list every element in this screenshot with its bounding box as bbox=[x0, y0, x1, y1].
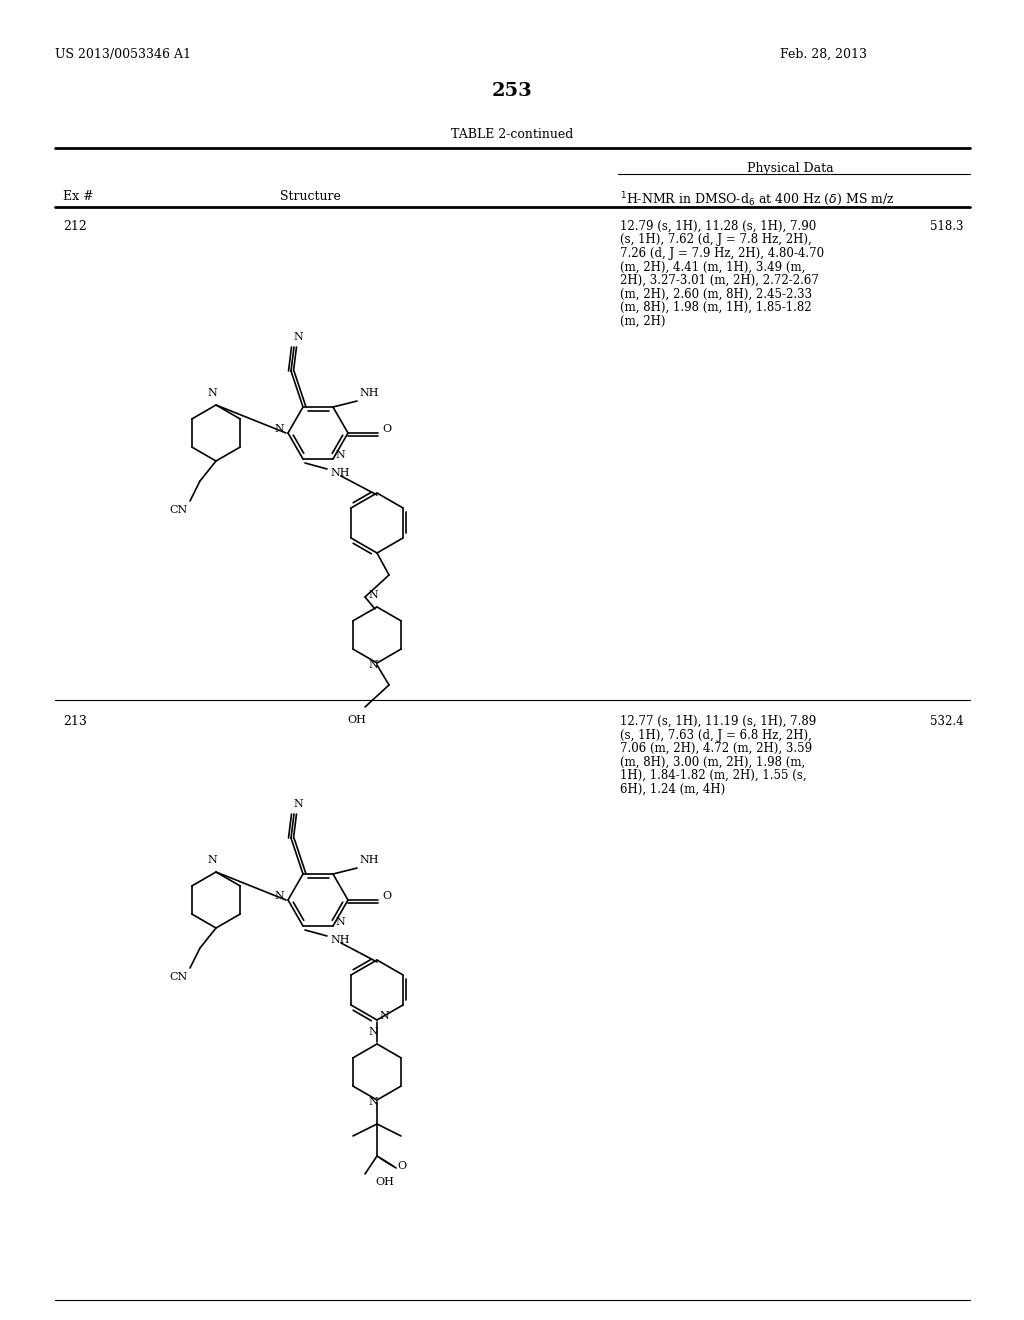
Text: 213: 213 bbox=[63, 715, 87, 729]
Text: N: N bbox=[335, 450, 345, 459]
Text: N: N bbox=[368, 590, 378, 601]
Text: NH: NH bbox=[330, 935, 349, 945]
Text: (m, 2H), 2.60 (m, 8H), 2.45-2.33: (m, 2H), 2.60 (m, 8H), 2.45-2.33 bbox=[620, 288, 812, 301]
Text: N: N bbox=[207, 855, 217, 865]
Text: NH: NH bbox=[359, 388, 379, 399]
Text: Physical Data: Physical Data bbox=[746, 162, 834, 176]
Text: O: O bbox=[382, 424, 391, 434]
Text: Structure: Structure bbox=[280, 190, 340, 203]
Text: 253: 253 bbox=[492, 82, 532, 100]
Text: N: N bbox=[368, 1097, 378, 1107]
Text: O: O bbox=[382, 891, 391, 902]
Text: N: N bbox=[368, 1027, 378, 1038]
Text: N: N bbox=[207, 388, 217, 399]
Text: 7.26 (d, J = 7.9 Hz, 2H), 4.80-4.70: 7.26 (d, J = 7.9 Hz, 2H), 4.80-4.70 bbox=[620, 247, 824, 260]
Text: 12.77 (s, 1H), 11.19 (s, 1H), 7.89: 12.77 (s, 1H), 11.19 (s, 1H), 7.89 bbox=[620, 715, 816, 729]
Text: CN: CN bbox=[169, 506, 187, 515]
Text: N: N bbox=[368, 660, 378, 671]
Text: Ex #: Ex # bbox=[63, 190, 93, 203]
Text: 1H), 1.84-1.82 (m, 2H), 1.55 (s,: 1H), 1.84-1.82 (m, 2H), 1.55 (s, bbox=[620, 770, 807, 781]
Text: (s, 1H), 7.63 (d, J = 6.8 Hz, 2H),: (s, 1H), 7.63 (d, J = 6.8 Hz, 2H), bbox=[620, 729, 812, 742]
Text: 2H), 3.27-3.01 (m, 2H), 2.72-2.67: 2H), 3.27-3.01 (m, 2H), 2.72-2.67 bbox=[620, 275, 819, 286]
Text: N: N bbox=[379, 1011, 389, 1020]
Text: $^1$H-NMR in DMSO-d$_6$ at 400 Hz ($\delta$) MS m/z: $^1$H-NMR in DMSO-d$_6$ at 400 Hz ($\del… bbox=[620, 190, 895, 207]
Text: (m, 2H), 4.41 (m, 1H), 3.49 (m,: (m, 2H), 4.41 (m, 1H), 3.49 (m, bbox=[620, 260, 805, 273]
Text: (s, 1H), 7.62 (d, J = 7.8 Hz, 2H),: (s, 1H), 7.62 (d, J = 7.8 Hz, 2H), bbox=[620, 234, 812, 247]
Text: N: N bbox=[293, 799, 303, 809]
Text: (m, 8H), 1.98 (m, 1H), 1.85-1.82: (m, 8H), 1.98 (m, 1H), 1.85-1.82 bbox=[620, 301, 812, 314]
Text: OH: OH bbox=[375, 1177, 394, 1187]
Text: N: N bbox=[274, 424, 284, 434]
Text: US 2013/0053346 A1: US 2013/0053346 A1 bbox=[55, 48, 191, 61]
Text: 7.06 (m, 2H), 4.72 (m, 2H), 3.59: 7.06 (m, 2H), 4.72 (m, 2H), 3.59 bbox=[620, 742, 812, 755]
Text: Feb. 28, 2013: Feb. 28, 2013 bbox=[780, 48, 867, 61]
Text: (m, 8H), 3.00 (m, 2H), 1.98 (m,: (m, 8H), 3.00 (m, 2H), 1.98 (m, bbox=[620, 755, 805, 768]
Text: N: N bbox=[335, 917, 345, 927]
Text: NH: NH bbox=[330, 469, 349, 478]
Text: 532.4: 532.4 bbox=[930, 715, 964, 729]
Text: NH: NH bbox=[359, 855, 379, 865]
Text: OH: OH bbox=[347, 715, 367, 725]
Text: 6H), 1.24 (m, 4H): 6H), 1.24 (m, 4H) bbox=[620, 783, 725, 796]
Text: O: O bbox=[397, 1162, 407, 1171]
Text: N: N bbox=[293, 333, 303, 342]
Text: 12.79 (s, 1H), 11.28 (s, 1H), 7.90: 12.79 (s, 1H), 11.28 (s, 1H), 7.90 bbox=[620, 220, 816, 234]
Text: N: N bbox=[274, 891, 284, 902]
Text: (m, 2H): (m, 2H) bbox=[620, 314, 666, 327]
Text: 518.3: 518.3 bbox=[930, 220, 964, 234]
Text: CN: CN bbox=[169, 972, 187, 982]
Text: 212: 212 bbox=[63, 220, 87, 234]
Text: TABLE 2-continued: TABLE 2-continued bbox=[451, 128, 573, 141]
